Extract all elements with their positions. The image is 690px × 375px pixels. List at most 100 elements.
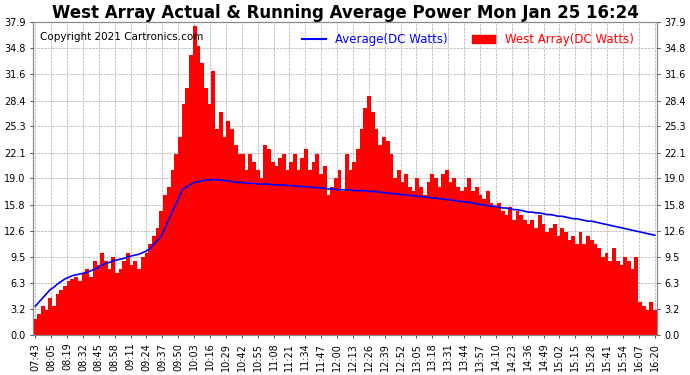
Legend: Average(DC Watts), West Array(DC Watts): Average(DC Watts), West Array(DC Watts) (297, 28, 638, 51)
Bar (137, 269, 141, 335)
Bar (612, 248, 616, 335)
Bar (531, 219, 534, 335)
Bar (345, 153, 348, 335)
Bar (604, 252, 609, 335)
Bar (86, 269, 89, 335)
Bar (649, 302, 653, 335)
Bar (278, 158, 282, 335)
Bar (275, 166, 278, 335)
Bar (145, 252, 148, 335)
Bar (326, 195, 331, 335)
Bar (359, 129, 364, 335)
Bar (159, 211, 164, 335)
Bar (130, 265, 134, 335)
Bar (92, 261, 97, 335)
Bar (52, 306, 56, 335)
Bar (81, 273, 86, 335)
Bar (178, 137, 182, 335)
Bar (156, 228, 159, 335)
Bar (67, 281, 70, 335)
Bar (545, 232, 549, 335)
Bar (464, 186, 468, 335)
Bar (526, 224, 531, 335)
Bar (208, 104, 212, 335)
Bar (404, 174, 408, 335)
Bar (478, 195, 482, 335)
Bar (393, 178, 397, 335)
Bar (100, 252, 104, 335)
Bar (556, 236, 560, 335)
Bar (609, 261, 612, 335)
Bar (386, 141, 390, 335)
Bar (475, 186, 479, 335)
Bar (186, 87, 189, 335)
Bar (542, 224, 545, 335)
Bar (115, 273, 119, 335)
Bar (282, 153, 286, 335)
Bar (567, 240, 571, 335)
Bar (493, 207, 497, 335)
Bar (289, 162, 293, 335)
Bar (230, 129, 234, 335)
Bar (553, 224, 557, 335)
Bar (330, 186, 334, 335)
Bar (448, 182, 453, 335)
Bar (515, 211, 520, 335)
Bar (490, 203, 493, 335)
Bar (334, 178, 337, 335)
Bar (37, 315, 41, 335)
Bar (471, 190, 475, 335)
Bar (181, 104, 186, 335)
Bar (512, 219, 515, 335)
Bar (627, 261, 631, 335)
Bar (593, 244, 598, 335)
Bar (70, 279, 75, 335)
Bar (315, 153, 319, 335)
Bar (364, 108, 367, 335)
Bar (467, 178, 471, 335)
Bar (312, 162, 315, 335)
Bar (389, 153, 393, 335)
Bar (520, 215, 523, 335)
Bar (437, 186, 442, 335)
Bar (497, 203, 501, 335)
Bar (133, 261, 137, 335)
Bar (48, 298, 52, 335)
Bar (126, 252, 130, 335)
Bar (308, 170, 312, 335)
Bar (375, 129, 378, 335)
Bar (397, 170, 401, 335)
Bar (564, 232, 568, 335)
Bar (259, 178, 264, 335)
Bar (534, 228, 538, 335)
Bar (89, 277, 93, 335)
Bar (33, 319, 37, 335)
Bar (297, 170, 301, 335)
Bar (508, 207, 512, 335)
Bar (353, 162, 356, 335)
Bar (579, 232, 582, 335)
Bar (197, 46, 200, 335)
Bar (237, 153, 242, 335)
Bar (193, 26, 197, 335)
Bar (453, 178, 456, 335)
Bar (382, 137, 386, 335)
Bar (571, 236, 575, 335)
Bar (304, 149, 308, 335)
Bar (523, 219, 527, 335)
Bar (286, 170, 289, 335)
Bar (63, 285, 67, 335)
Bar (538, 215, 542, 335)
Bar (445, 170, 449, 335)
Bar (163, 195, 167, 335)
Bar (634, 256, 638, 335)
Bar (653, 310, 657, 335)
Bar (300, 158, 304, 335)
Bar (549, 228, 553, 335)
Bar (248, 153, 253, 335)
Bar (167, 186, 170, 335)
Bar (319, 174, 323, 335)
Bar (323, 166, 326, 335)
Bar (615, 261, 620, 335)
Bar (219, 112, 223, 335)
